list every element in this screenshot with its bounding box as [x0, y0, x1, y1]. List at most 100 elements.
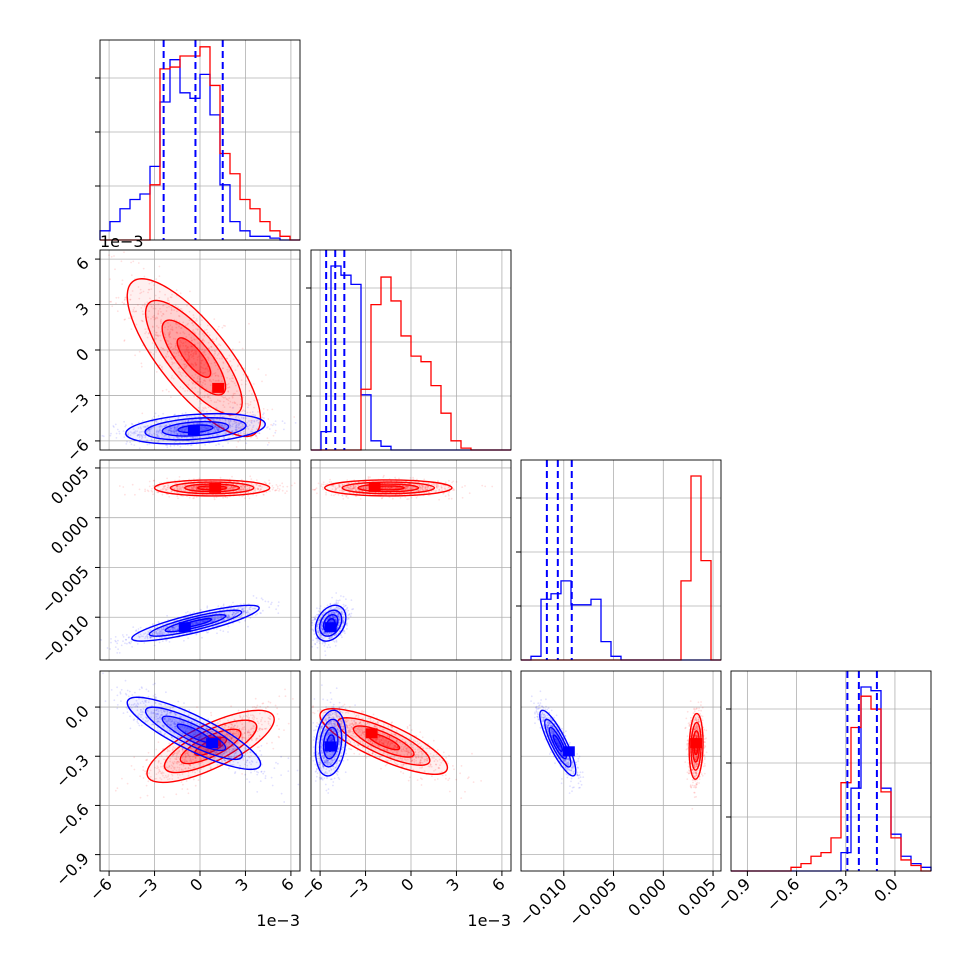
series-a-point: [320, 485, 323, 487]
series-b-point: [209, 421, 212, 424]
series-a-point: [259, 485, 262, 488]
series-a-point: [171, 363, 174, 366]
series-b-point: [124, 642, 126, 645]
series-b-point: [159, 428, 161, 431]
series-a-point: [168, 487, 171, 490]
panel-frame-r1-c1: [310, 249, 512, 451]
series-b-point: [133, 431, 135, 434]
series-b-point: [123, 420, 125, 423]
series-a-point: [198, 333, 201, 335]
series-a-point: [244, 484, 247, 487]
series-b-point: [239, 426, 242, 428]
series-a-point: [176, 485, 178, 488]
series-a-point: [448, 479, 450, 482]
series-b-point: [187, 420, 189, 423]
series-b-point: [169, 429, 171, 432]
series-b-point: [160, 432, 163, 435]
series-a-point: [214, 375, 217, 377]
series-a-point: [231, 396, 234, 399]
series-b-point: [340, 595, 342, 597]
series-b-point: [173, 431, 176, 434]
series-a-point: [245, 491, 247, 494]
series-a-point: [187, 351, 190, 354]
series-a-point: [199, 381, 202, 383]
series-b-point: [181, 436, 184, 439]
series-a-point: [249, 401, 252, 403]
series-b-point: [181, 432, 184, 435]
series-b-point: [177, 437, 179, 440]
series-b-point: [141, 434, 143, 437]
series-a-point: [147, 288, 150, 291]
series-a-point: [140, 365, 143, 368]
series-b-point: [345, 598, 347, 601]
series-b-point: [159, 424, 162, 427]
series-a-point: [255, 479, 258, 481]
series-b-point: [242, 603, 245, 605]
series-a-point: [132, 310, 135, 313]
series-a-point: [195, 488, 198, 491]
series-b-point: [200, 427, 203, 430]
series-a-point: [169, 342, 172, 345]
series-b-point: [227, 429, 230, 432]
series-b-point: [186, 423, 189, 426]
series-a-point: [191, 374, 194, 377]
series-a-point: [167, 299, 170, 302]
series-a-point: [278, 490, 280, 492]
series-a-point: [201, 319, 203, 321]
series-a-point: [201, 339, 204, 342]
series-a-point: [186, 359, 189, 362]
series-b-point: [255, 597, 258, 599]
series-b-point: [150, 427, 152, 430]
series-a-point: [160, 322, 162, 325]
series-a-point: [193, 485, 195, 488]
series-b-point: [231, 434, 234, 437]
series-b-point: [219, 429, 222, 431]
series-a-point: [464, 485, 466, 487]
series-a-point: [123, 251, 125, 254]
series-a-point: [115, 302, 117, 305]
series-b-point: [153, 415, 156, 418]
series-a-point: [192, 487, 195, 489]
series-b-point: [110, 641, 112, 644]
series-a-point: [232, 377, 234, 380]
series-a-point: [194, 352, 197, 355]
series-a-point: [230, 486, 233, 489]
series-a-point: [179, 485, 182, 488]
series-b-point: [238, 418, 241, 420]
series-a-point: [251, 393, 253, 395]
series-b-point: [203, 426, 206, 429]
series-a-point: [274, 489, 277, 492]
series-b-point: [270, 601, 273, 604]
series-b-point: [215, 444, 218, 447]
series-b-point: [245, 417, 247, 420]
series-b-point: [176, 432, 179, 435]
series-a-point: [154, 334, 157, 337]
series-a-point: [155, 371, 158, 373]
series-a-point: [231, 374, 234, 377]
series-b-point: [218, 424, 221, 426]
series-a-point: [185, 336, 188, 338]
series-a-point: [178, 476, 181, 478]
series-a-point: [193, 395, 196, 398]
series-b-point: [164, 428, 167, 431]
series-a-point: [171, 375, 174, 377]
series-a-point: [198, 348, 201, 351]
series-a-point: [203, 334, 206, 337]
series-b-point: [263, 412, 265, 415]
series-a-point: [230, 488, 232, 490]
series-a-point: [137, 286, 140, 288]
series-b-point: [106, 647, 109, 649]
series-a-point: [222, 404, 225, 407]
series-a-point: [369, 476, 371, 478]
series-a-point: [195, 318, 198, 320]
series-b-point: [193, 611, 196, 613]
series-b-point: [202, 429, 205, 432]
series-a-point: [151, 281, 153, 283]
series-b-point: [125, 443, 128, 445]
series-a-point: [159, 331, 162, 333]
series-b-point: [223, 437, 226, 440]
series-b-point: [109, 648, 111, 650]
series-a-point: [219, 400, 222, 403]
series-b-point: [193, 414, 196, 417]
series-a-point: [184, 341, 187, 343]
